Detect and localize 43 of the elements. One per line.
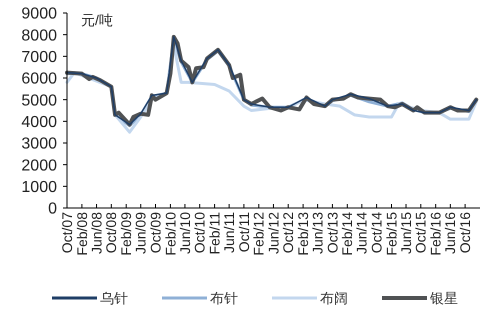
x-tick-label: Oct/10	[192, 212, 208, 254]
x-tick-label: Oct/11	[236, 212, 252, 252]
y-tick-label: 9000	[21, 6, 58, 23]
x-tick-label: Oct/13	[324, 212, 340, 254]
x-tick-label: Jun/08	[88, 212, 104, 254]
x-tick-label: Oct/14	[368, 212, 384, 254]
y-axis-title: 元/吨	[81, 12, 113, 28]
x-tick-label: Oct/08	[103, 212, 120, 254]
y-tick-label: 3000	[21, 136, 58, 153]
x-tick-label: Feb/10	[162, 212, 178, 256]
x-tick-label: Oct/15	[412, 212, 429, 254]
y-tick-label: 1000	[21, 178, 58, 196]
legend-label: 布阔	[320, 290, 348, 306]
x-tick-label: Feb/12	[250, 212, 267, 256]
y-tick-label: 4000	[21, 114, 58, 131]
x-tick-label: Feb/14	[339, 212, 356, 256]
x-tick-label: Jun/12	[265, 212, 282, 254]
x-tick-label: Oct/16	[457, 212, 474, 254]
y-tick-label: 7000	[21, 48, 58, 66]
x-tick-label: Jun/16	[442, 212, 458, 254]
x-tick-label: Oct/09	[147, 212, 164, 254]
x-tick-label: Feb/13	[295, 212, 312, 256]
x-tick-label: Jun/13	[310, 212, 326, 254]
x-tick-label: Feb/16	[428, 212, 444, 256]
y-tick-label: 5000	[21, 92, 58, 110]
y-tick-label: 0	[48, 200, 58, 218]
x-tick-label: Feb/15	[383, 212, 400, 256]
y-tick-label: 8000	[21, 27, 58, 44]
x-tick-label: Jun/10	[176, 212, 193, 254]
y-tick-label: 2000	[21, 157, 58, 174]
x-tick-label: Feb/08	[74, 212, 90, 256]
x-tick-label: Jun/09	[132, 212, 149, 254]
y-tick-label: 6000	[21, 70, 58, 88]
x-tick-label: Jun/15	[398, 212, 414, 254]
x-tick-label: Feb/09	[118, 212, 134, 256]
legend-label: 银星	[429, 290, 458, 306]
x-tick-label: Jun/11	[221, 212, 238, 253]
x-tick-label: Oct/07	[58, 212, 75, 254]
legend-label: 布针	[210, 290, 238, 306]
legend-label: 乌针	[100, 290, 128, 306]
x-tick-label: Oct/12	[280, 212, 296, 254]
x-tick-label: Feb/11	[206, 212, 222, 255]
x-tick-label: Jun/14	[354, 212, 370, 254]
